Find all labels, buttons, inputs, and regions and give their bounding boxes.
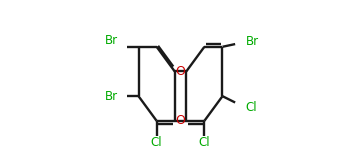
- Text: Br: Br: [105, 90, 118, 103]
- Text: Cl: Cl: [199, 136, 210, 149]
- Text: Cl: Cl: [245, 101, 257, 114]
- Text: Cl: Cl: [151, 136, 162, 149]
- Text: O: O: [175, 65, 186, 78]
- Text: Br: Br: [245, 35, 258, 48]
- Text: Br: Br: [105, 34, 118, 47]
- Text: O: O: [175, 114, 186, 127]
